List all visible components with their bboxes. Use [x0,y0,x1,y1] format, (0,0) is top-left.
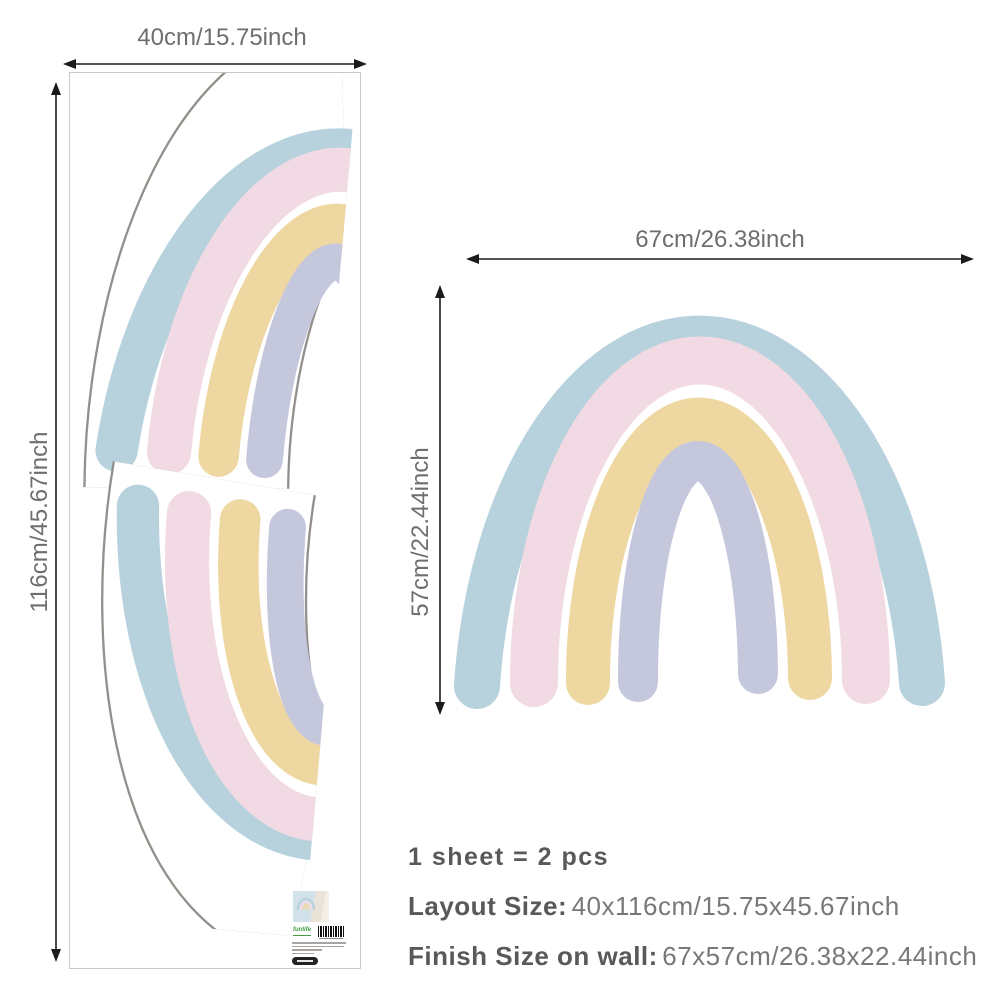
finished-rainbow [452,272,948,712]
brand-tagline [293,935,311,936]
label-fineprint [292,942,346,956]
finished-width-arrow [466,254,974,264]
layout-size-label: Layout Size: [408,891,568,921]
finish-size-line: Finish Size on wall: 67x57cm/26.38x22.44… [408,941,977,972]
finished-height-arrow [435,285,445,715]
mini-rainbow-icon [296,897,316,911]
sheet-width-label: 40cm/15.75inch [137,24,307,51]
finish-size-value: 67x57cm/26.38x22.44inch [662,941,978,971]
rainbow-half-piece-bottom [108,461,360,937]
fineprint-line [292,952,314,954]
pack-label: funlife [290,889,348,967]
pcs-line: 1 sheet = 2 pcs [408,843,610,871]
fineprint-line [292,949,322,951]
finished-height-label: 57cm/22.44inch [407,447,434,617]
size-info-block: 1 sheet = 2 pcs Layout Size: 40x116cm/15… [408,843,977,991]
barcode-icon [318,926,344,937]
fineprint-line [292,942,346,944]
brand-logo: funlife [293,927,311,933]
label-code-pill [292,957,318,965]
brand-row: funlife [292,926,346,939]
label-code-text [297,960,313,962]
layout-size-line: Layout Size: 40x116cm/15.75x45.67inch [408,891,977,922]
sheet-width-arrow [63,59,367,69]
sheet-height-label: 116cm/45.67inch [26,431,53,613]
finished-width-label: 67cm/26.38inch [635,226,805,253]
sheet-pieces [83,29,360,937]
barcode-number [319,938,343,939]
layout-size-value: 40x116cm/15.75x45.67inch [571,891,900,921]
finish-size-label: Finish Size on wall: [408,941,658,971]
layout-sheet: funlife [69,29,361,969]
rainbow-half-piece-top [83,29,360,518]
pack-label-photo [293,891,329,922]
fineprint-line [292,945,344,947]
